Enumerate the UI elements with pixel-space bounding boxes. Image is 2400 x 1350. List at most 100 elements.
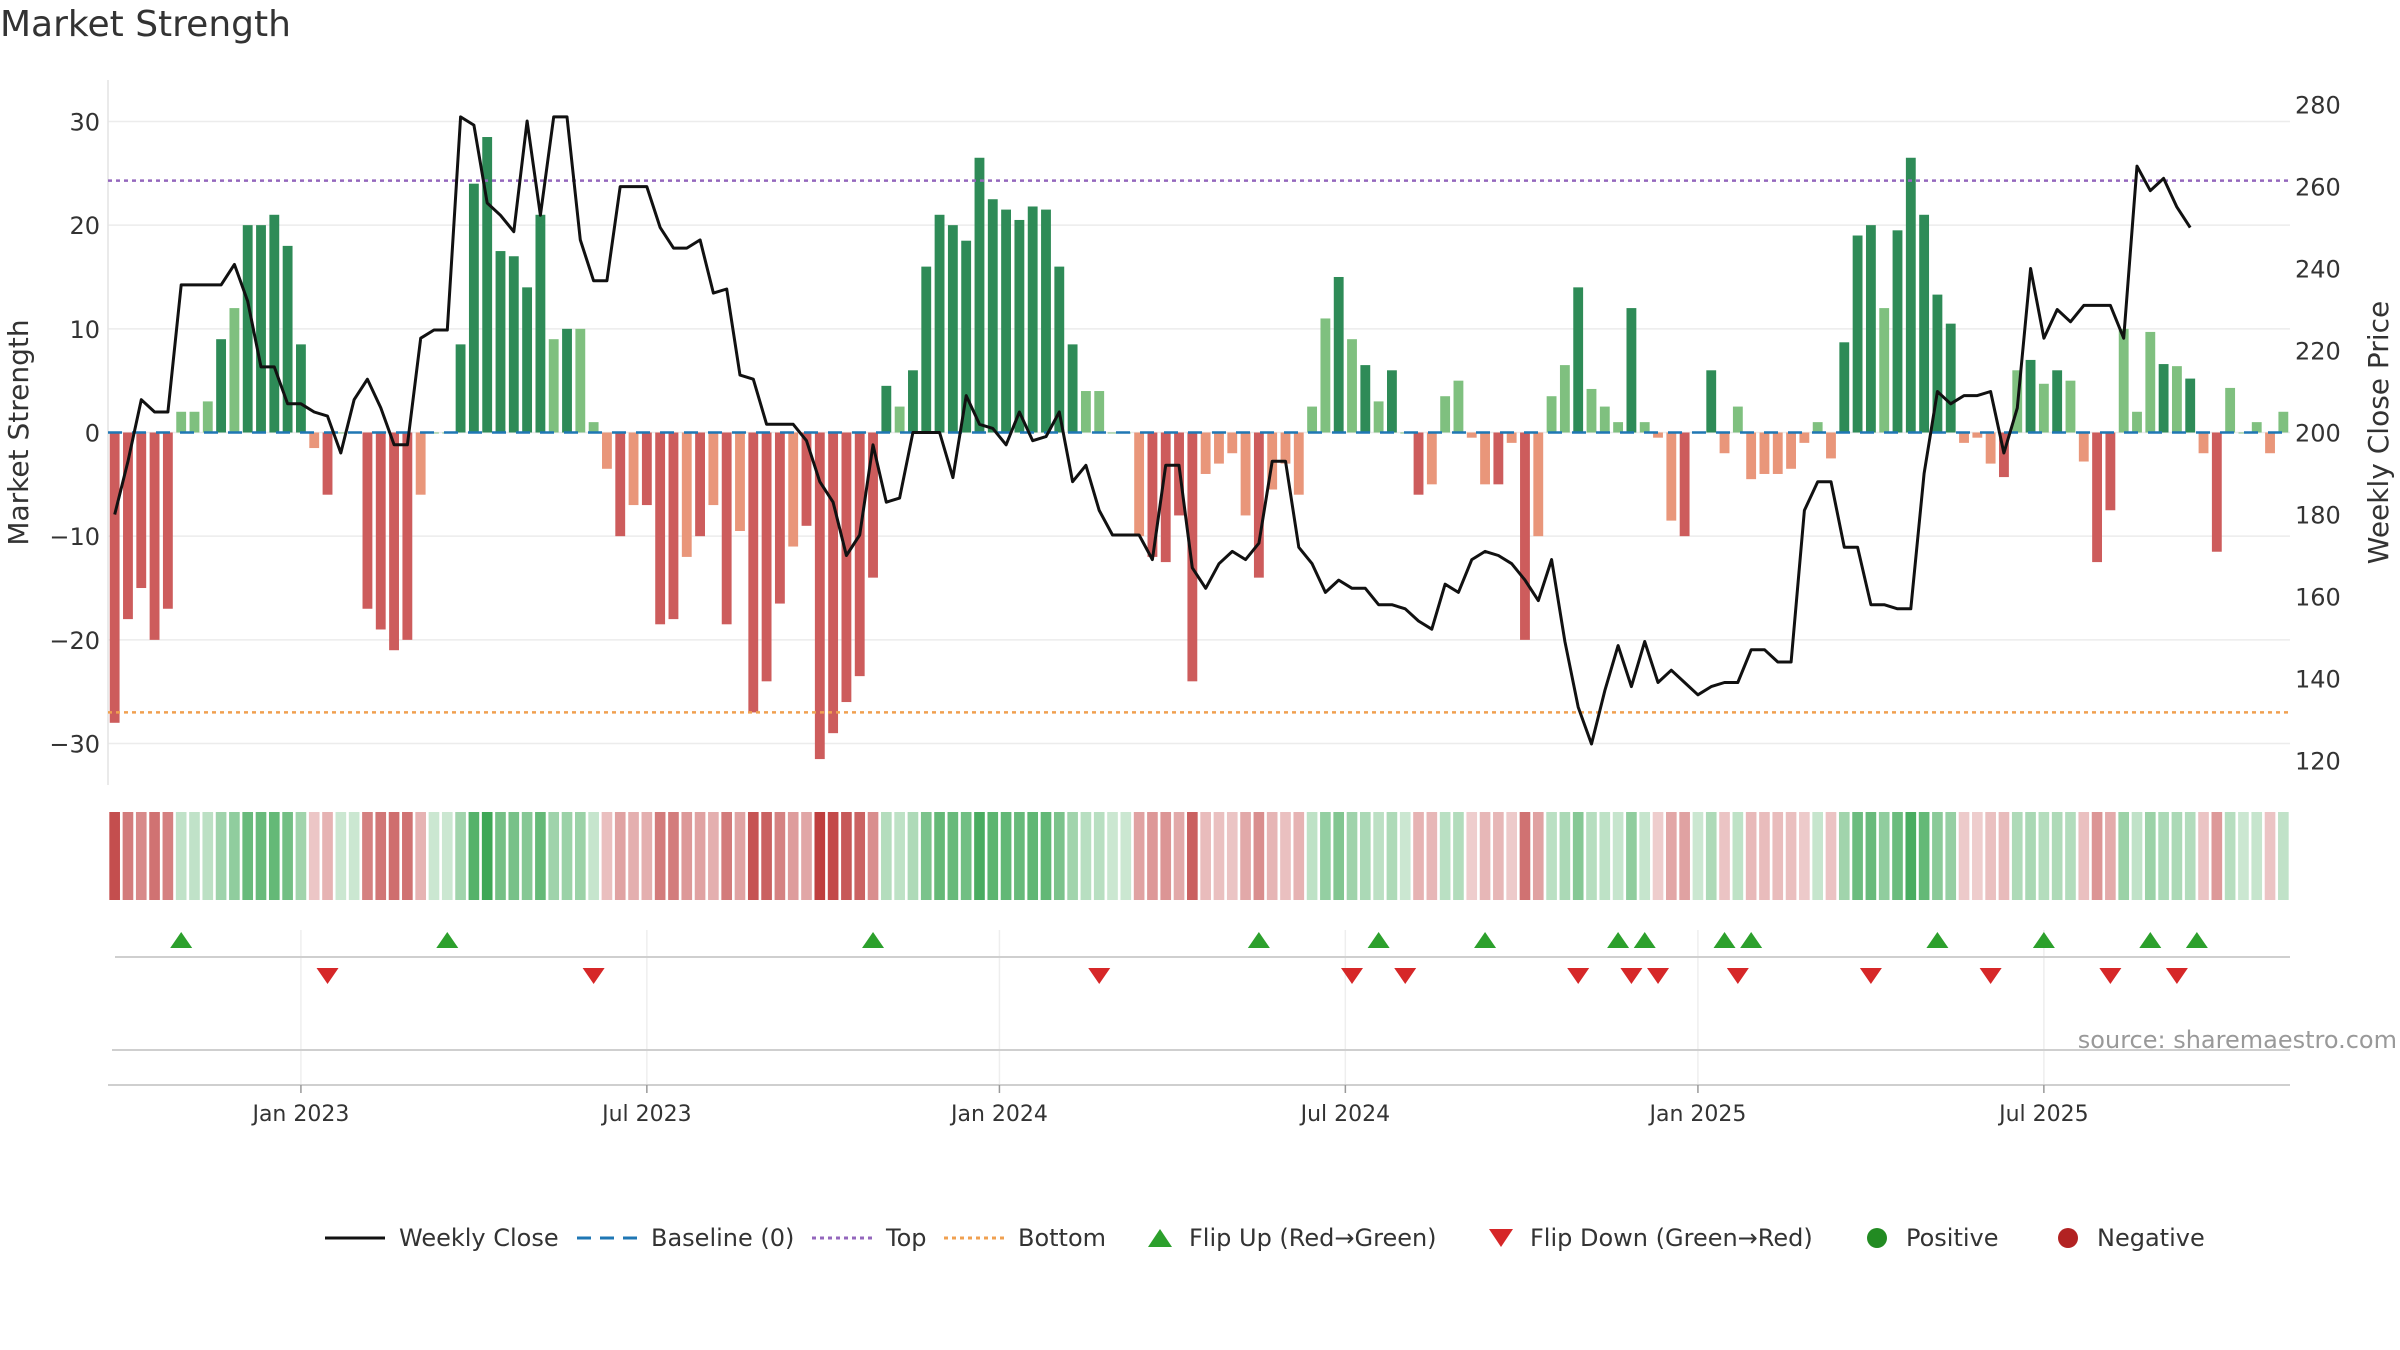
strength-bar [1027,206,1038,433]
strength-bar [934,214,945,433]
strength-bar [1453,380,1464,433]
legend-item-flip-up: Flip Up (Red→Green) [1145,1218,1437,1258]
heat-cell [654,812,666,900]
heat-cell [1080,812,1092,900]
strength-bar [1413,432,1424,495]
chart-title: Market Strength [0,4,291,45]
heat-cell [109,812,120,900]
heat-cell [814,812,826,900]
heat-cell [588,812,599,900]
strength-bar [1293,432,1304,495]
flip-up-marker [2185,932,2208,948]
heat-cell [1599,812,1611,900]
heat-cell [2278,812,2289,900]
heat-cell [1878,812,1890,900]
heat-cell [681,812,693,900]
heat-cell [801,812,812,900]
heat-cell [135,812,147,900]
heat-cell [162,812,174,900]
flip-down-marker [1088,968,1111,984]
heat-cell [1506,812,1517,900]
strength-bar [1972,432,1983,438]
legend-label: Flip Up (Red→Green) [1189,1224,1437,1252]
heat-cell [2171,812,2183,900]
heat-cell [1000,812,1012,900]
strength-bar [162,432,173,609]
x-tick-label: Jan 2024 [949,1102,1048,1127]
strength-bar [482,137,493,433]
strength-bar [575,328,586,433]
strength-bar [375,432,386,630]
strength-bar [814,432,825,760]
strength-bar [1732,406,1743,433]
heat-cell [455,812,466,900]
strength-bar [1546,396,1557,433]
heat-cell [1719,812,1730,900]
heat-cell [1626,812,1637,900]
heat-cell [1386,812,1398,900]
heat-cell [774,812,786,900]
strength-bar [588,422,599,433]
heat-cell [1958,812,1970,900]
heat-cell [1639,812,1651,900]
flip-up-marker [1740,932,1763,948]
strength-bar [2052,370,2063,433]
flip-up-marker [436,932,459,948]
heat-cell [1519,812,1531,900]
strength-bar [1533,432,1544,537]
legend-item-bottom: Bottom [944,1218,1106,1258]
strength-bar [1506,432,1517,443]
heat-cell [1187,812,1198,900]
strength-bar [2078,432,2089,462]
heat-cell [694,812,706,900]
heat-cell [1373,812,1384,900]
strength-bar [868,432,878,578]
strength-bar [2278,411,2289,433]
heat-cell [282,812,293,900]
y-tick-label: −30 [49,731,100,759]
strength-bar [455,344,466,433]
x-tick-label: Jul 2023 [600,1102,692,1127]
strength-bar [1307,406,1318,433]
heat-cell [2105,812,2116,900]
heat-cell [1426,812,1438,900]
heat-cell [1745,812,1757,900]
strength-bar [2238,432,2249,434]
strength-bar [961,240,972,433]
strength-bar [2251,422,2262,433]
flip-down-marker [1726,968,1749,984]
strength-bar [508,256,519,433]
strength-bar [1786,432,1796,469]
heat-cell [1705,812,1717,900]
strength-bar [721,432,732,625]
heat-cell [827,812,839,900]
strength-bar [1985,432,1996,464]
heat-cell [934,812,945,900]
strength-bar [269,214,280,433]
strength-bar [1320,318,1331,433]
heat-cell [2011,812,2023,900]
heat-cell [122,812,134,900]
strength-bar [1626,308,1637,433]
heat-cell [255,812,267,900]
strength-bar [1599,406,1610,433]
y-tick-label: 20 [69,212,100,240]
strength-bar [389,432,399,651]
strength-bar [229,308,240,433]
legend-item-negative: Negative [2053,1218,2205,1258]
strength-bar [1706,370,1717,433]
y-tick-label: −20 [49,627,100,655]
heat-cell [2131,812,2143,900]
heat-cell [1320,812,1331,900]
strength-bar [641,432,652,506]
strength-bar [1639,422,1650,433]
heat-cell [1932,812,1943,900]
heat-cell [987,812,999,900]
heat-cell [575,812,586,900]
heat-cell [149,812,160,900]
heat-cell [1093,812,1105,900]
strength-bar [1759,432,1770,474]
strength-bar [1586,388,1597,433]
strength-bar [2132,411,2142,433]
